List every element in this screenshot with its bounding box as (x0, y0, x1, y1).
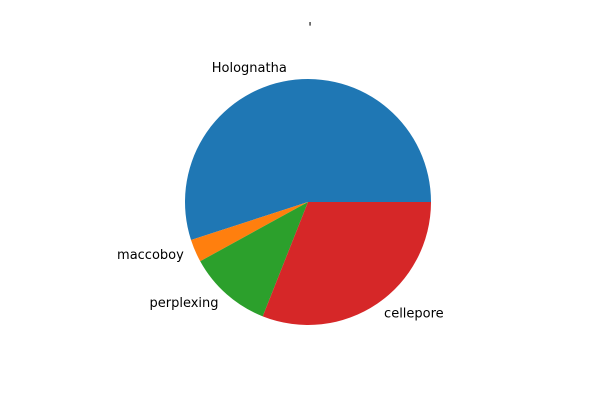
pie-label-perplexing: perplexing (149, 296, 218, 311)
pie-slice-cellepore (262, 202, 431, 325)
pie-label-holognatha: Holognatha (212, 61, 287, 76)
pie-labels: Holognatha maccoboy perplexing cellepore (117, 61, 444, 322)
pie-slice-perplexing (200, 202, 308, 317)
pie-slice-holognatha (184, 78, 431, 241)
pie-slice-maccoboy (191, 202, 308, 262)
pie-label-maccoboy: maccoboy (117, 248, 184, 263)
pie-label-cellepore: cellepore (384, 306, 444, 321)
chart-title: ' (308, 21, 312, 36)
pie-slices (184, 78, 431, 325)
